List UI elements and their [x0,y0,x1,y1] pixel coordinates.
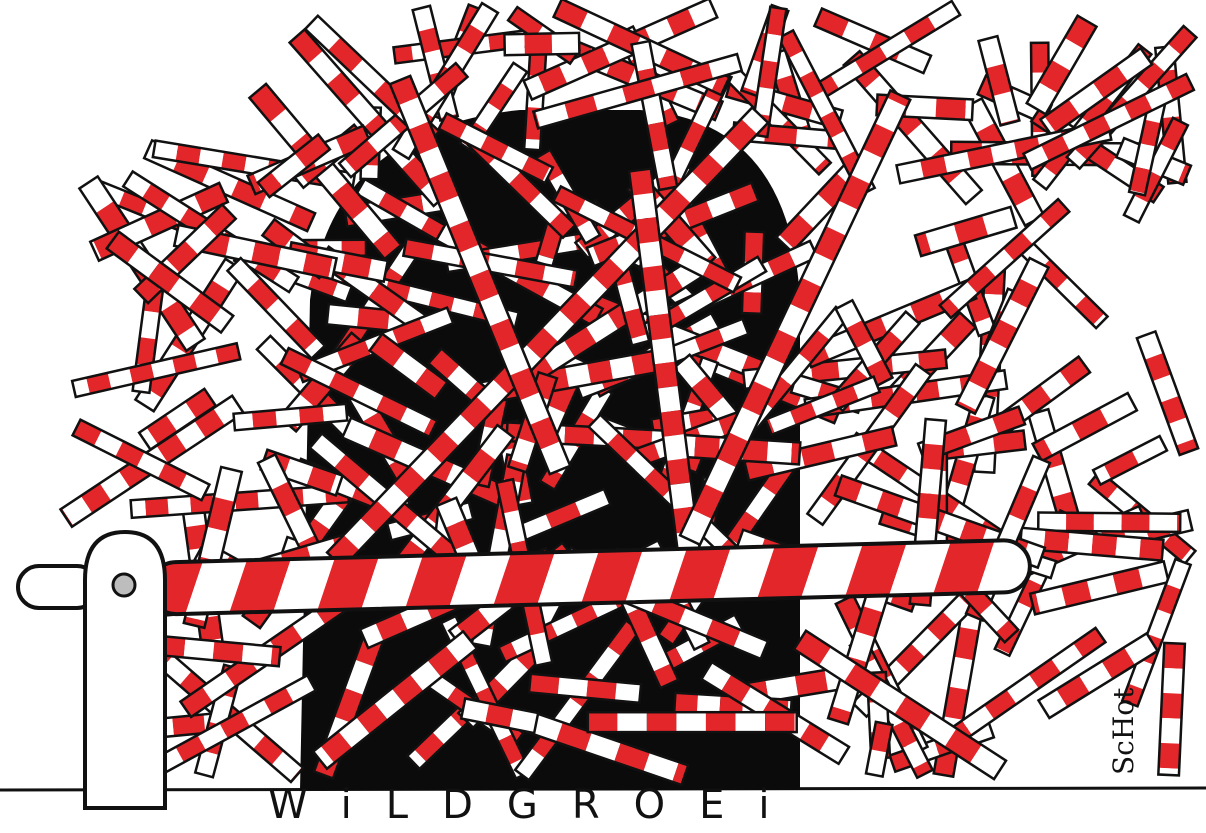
barrier-pole [104,230,236,335]
barrier-pole [937,197,1072,320]
cartoon-title: WiLDGROEi [268,782,804,828]
barrier-pole [913,205,1019,258]
barrier-pole [153,634,282,668]
barrier-pole [388,74,572,476]
barrier-pole [1038,46,1154,138]
barrier-pole [459,697,540,735]
barrier-pole [172,223,339,281]
barrier-pole [70,341,242,399]
barrier-pole [792,629,1008,781]
barrier-pole [70,417,212,502]
barrier-pole [678,88,912,547]
barrier-pole [1021,72,1196,172]
barrier-pole [225,256,327,361]
barrier-pole [256,132,332,199]
barrier-pole [1135,329,1200,457]
barrier-pole [1127,94,1168,197]
barrier-pole [367,332,450,401]
artist-signature: ScHot [1107,687,1140,775]
barrier-pole [182,465,244,630]
barrier-pole [1036,631,1160,720]
barrier-pole [1024,13,1099,116]
barrier-pole [279,346,439,439]
barrier-pole [834,298,895,388]
barrier-pole [232,402,349,432]
barrier-pivot-bolt [111,572,137,598]
barrier-pole [1028,559,1171,616]
barrier-pole [941,626,1108,750]
barrier-pole [954,256,1051,416]
barrier-pole [864,720,894,779]
barrier-pole [137,387,218,452]
barrier-pole [531,52,744,130]
barrier-pole [764,375,882,437]
barrier-pole [354,177,447,242]
barrier-pole [1157,641,1187,777]
barrier-pole [749,5,788,139]
barrier-pole [527,672,643,705]
barrier-pole [311,629,479,771]
barrier-pole [503,31,581,57]
barrier-pole [551,184,743,294]
barrier-pole [1091,434,1169,487]
barrier-arm-icon [148,538,1032,617]
barrier-pole [437,111,555,185]
barrier-pole [586,710,798,734]
barrier-pole [1030,391,1139,463]
barrier-pole [976,34,1021,127]
barrier-pole [812,6,933,75]
barrier-pole [630,39,679,192]
barrier-pole [1036,511,1182,534]
barrier-post-icon [83,529,167,810]
